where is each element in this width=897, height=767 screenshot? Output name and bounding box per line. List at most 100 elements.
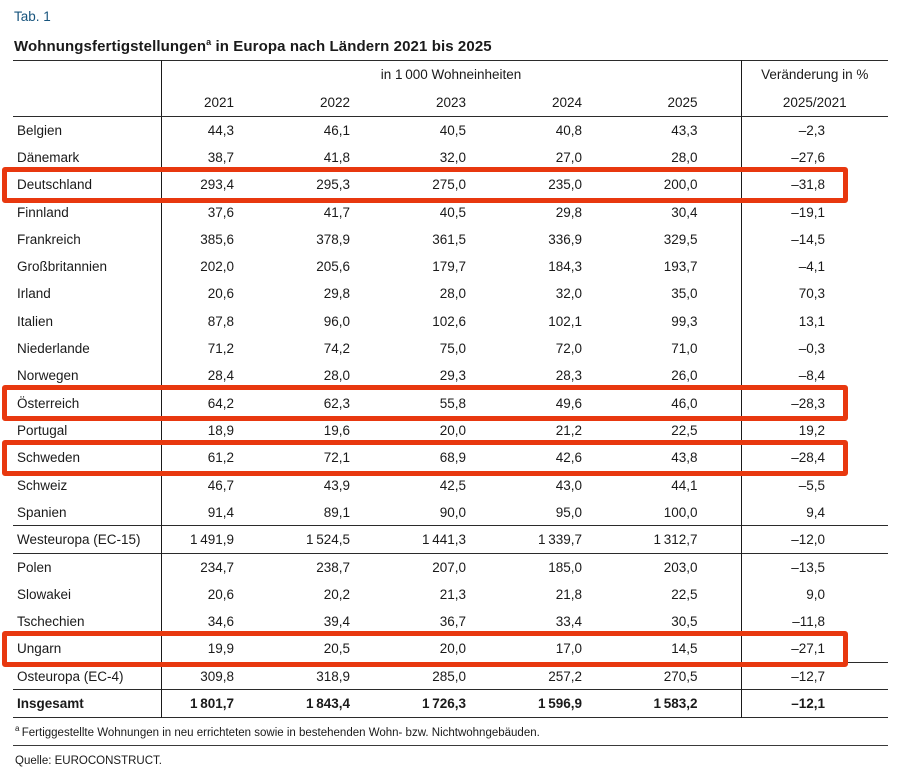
value-cell: 1 801,7 <box>161 689 277 718</box>
table-row: Ungarn 19,9 20,5 20,0 17,0 14,5 –27,1 <box>13 635 888 663</box>
change-cell: –14,5 <box>740 225 888 253</box>
value-cell: 95,0 <box>555 504 582 520</box>
country-cell: Finnland <box>13 198 162 226</box>
change-cell: –11,8 <box>740 607 888 636</box>
value-cell: 46,1 <box>323 122 350 138</box>
change-cell: –27,6 <box>740 143 888 172</box>
country-cell: Ungarn <box>13 635 162 663</box>
value-cell: 90,0 <box>439 504 466 520</box>
country-cell: Norwegen <box>13 362 162 390</box>
value-cell: 87,8 <box>207 313 234 329</box>
change-cell: –12,7 <box>740 661 888 690</box>
value-cell: 38,7 <box>207 149 234 165</box>
value-cell: 30,4 <box>671 204 698 220</box>
value-cell: 19,6 <box>323 422 350 438</box>
change-cell: –13,5 <box>740 552 888 581</box>
change-cell: –28,3 <box>740 389 888 417</box>
footnote-marker: a <box>15 723 20 733</box>
value-cell: 89,1 <box>323 504 350 520</box>
value-cell: 21,8 <box>555 586 582 602</box>
value-cell: 22,5 <box>671 586 698 602</box>
table-row: Niederlande 71,2 74,2 75,0 72,0 71,0 –0,3 <box>13 334 888 363</box>
change-cell: –0,3 <box>740 334 888 363</box>
corner-cell <box>13 88 162 117</box>
table-row: Slowakei 20,6 20,2 21,3 21,8 22,5 9,0 <box>13 580 888 608</box>
value-cell: 293,4 <box>200 177 234 193</box>
year-header: 2022 <box>277 88 393 117</box>
country-cell: Tschechien <box>13 607 162 636</box>
header-row-units: in 1 000 Wohneinheiten Veränderung in % <box>13 60 888 89</box>
value-cell: 30,5 <box>671 613 698 629</box>
value-cell: 40,8 <box>555 122 582 138</box>
country-cell: Portugal <box>13 416 162 445</box>
value-cell: 205,6 <box>316 259 350 275</box>
change-cell: 13,1 <box>740 307 888 335</box>
value-cell: 44,1 <box>671 477 698 493</box>
year-header: 2021 <box>161 88 277 117</box>
value-cell: 91,4 <box>207 504 234 520</box>
table-row: Deutschland 293,4 295,3 275,0 235,0 200,0 –31,… <box>13 171 888 199</box>
change-cell: 9,4 <box>740 498 888 526</box>
table-row: Schweden 61,2 72,1 68,9 42,6 43,8 –28,4 <box>13 444 888 472</box>
value-cell: 28,0 <box>671 149 698 165</box>
value-cell: 309,8 <box>161 661 277 690</box>
value-cell: 14,5 <box>671 641 698 657</box>
table-body: Belgien 44,3 46,1 40,5 40,8 43,3 –2,3 Dänemark 3… <box>13 116 888 718</box>
value-cell: 257,2 <box>509 661 625 690</box>
unit-header-cell: in 1 000 Wohneinheiten <box>380 67 522 83</box>
value-cell: 46,0 <box>671 395 698 411</box>
country-cell: Osteuropa (EC-4) <box>13 661 162 690</box>
header-row-years: 2021 2022 2023 2024 2025 2025/2021 <box>13 88 888 117</box>
year-header: 2025 <box>625 88 742 117</box>
value-cell: 37,6 <box>207 204 234 220</box>
country-cell: Großbritannien <box>13 252 162 281</box>
value-cell: 46,7 <box>207 477 234 493</box>
table-row: Schweiz 46,7 43,9 42,5 43,0 44,1 –5,5 <box>13 471 888 499</box>
value-cell: 96,0 <box>323 313 350 329</box>
value-cell: 35,0 <box>671 286 698 302</box>
value-cell: 68,9 <box>439 450 466 466</box>
value-cell: 29,8 <box>555 204 582 220</box>
value-cell: 55,8 <box>439 395 466 411</box>
value-cell: 102,6 <box>432 313 466 329</box>
value-cell: 19,9 <box>207 641 234 657</box>
change-cell: 70,3 <box>740 280 888 308</box>
value-cell: 21,2 <box>555 422 582 438</box>
table-header: in 1 000 Wohneinheiten Veränderung in % … <box>13 60 888 117</box>
value-cell: 43,0 <box>555 477 582 493</box>
change-cell: 19,2 <box>740 416 888 445</box>
value-cell: 336,9 <box>548 231 582 247</box>
value-cell: 99,3 <box>671 313 698 329</box>
table-row: Osteuropa (EC-4) 309,8 318,9 285,0 257,2 270,… <box>13 661 888 690</box>
value-cell: 20,2 <box>323 586 350 602</box>
change-cell: 9,0 <box>740 580 888 608</box>
value-cell: 27,0 <box>555 149 582 165</box>
title-footnote-marker: a <box>206 37 212 47</box>
table-row: Westeuropa (EC-15) 1 491,9 1 524,5 1 441,3 1… <box>13 525 888 554</box>
data-table: in 1 000 Wohneinheiten Veränderung in % … <box>13 60 888 718</box>
value-cell: 385,6 <box>200 231 234 247</box>
value-cell: 39,4 <box>323 613 350 629</box>
year-header: 2023 <box>393 88 509 117</box>
table-title: Wohnungsfertigstellungena in Europa nach… <box>14 37 888 55</box>
country-cell: Italien <box>13 307 162 335</box>
value-cell: 72,0 <box>555 341 582 357</box>
value-cell: 200,0 <box>663 177 698 193</box>
table-row: Österreich 64,2 62,3 55,8 49,6 46,0 –28,3 <box>13 389 888 417</box>
value-cell: 361,5 <box>432 231 466 247</box>
value-cell: 329,5 <box>663 231 698 247</box>
value-cell: 1 843,4 <box>277 689 393 718</box>
country-cell: Frankreich <box>13 225 162 253</box>
value-cell: 44,3 <box>207 122 234 138</box>
table-row: Portugal 18,9 19,6 20,0 21,2 22,5 19,2 <box>13 416 888 445</box>
country-cell: Insgesamt <box>13 689 162 718</box>
value-cell: 378,9 <box>316 231 350 247</box>
value-cell: 184,3 <box>548 259 582 275</box>
value-cell: 33,4 <box>555 613 582 629</box>
table-row: Insgesamt 1 801,7 1 843,4 1 726,3 1 596,9 1 5… <box>13 689 888 718</box>
tab-number-label: Tab. 1 <box>14 9 51 24</box>
value-cell: 43,8 <box>671 450 698 466</box>
table-row: Belgien 44,3 46,1 40,5 40,8 43,3 –2,3 <box>13 116 888 144</box>
value-cell: 75,0 <box>439 341 466 357</box>
